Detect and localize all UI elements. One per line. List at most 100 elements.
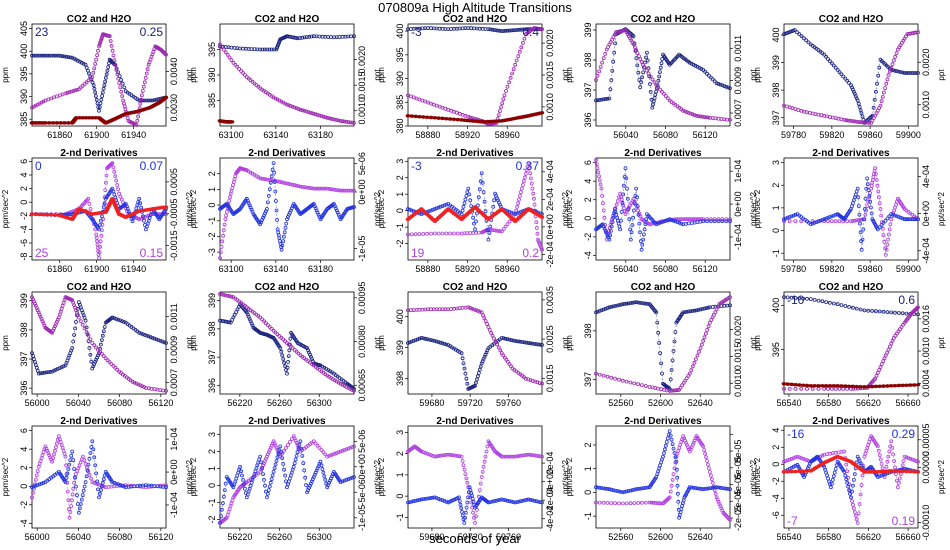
data-point: [330, 452, 335, 457]
data-point: [857, 212, 862, 217]
data-point: [315, 186, 320, 191]
data-point: [92, 86, 97, 91]
data-point: [670, 442, 675, 447]
data-point: [326, 483, 331, 487]
data-point: [789, 456, 794, 461]
data-point: [916, 71, 920, 75]
y2-tick-label: 0.0009: [169, 336, 179, 364]
data-point: [660, 371, 664, 376]
data-point: [135, 203, 140, 208]
data-point: [902, 71, 907, 75]
data-point: [77, 510, 81, 515]
data-point: [916, 459, 920, 464]
data-point: [526, 452, 531, 457]
data-point: [844, 462, 849, 467]
data-point: [457, 499, 462, 503]
data-point: [311, 186, 316, 191]
data-point: [97, 44, 101, 49]
data-point: [275, 97, 280, 102]
y-tick-label: 398: [583, 52, 593, 67]
data-point: [494, 498, 499, 503]
data-point: [706, 324, 711, 329]
y-tick-label: -6: [19, 239, 29, 247]
data-point: [640, 75, 644, 80]
y-tick-label: -1: [395, 223, 405, 231]
x-tick-label: 56620: [856, 398, 881, 408]
data-point: [93, 90, 98, 95]
data-point: [97, 108, 101, 113]
data-point: [352, 386, 356, 391]
data-point: [603, 97, 608, 101]
data-point: [631, 215, 635, 220]
data-point: [649, 500, 654, 505]
data-point: [72, 480, 76, 485]
data-point: [259, 460, 264, 465]
data-point: [626, 301, 631, 306]
data-point: [859, 111, 864, 116]
data-point: [701, 219, 706, 224]
data-point: [261, 472, 266, 477]
y2-tick-label: -5e-06: [357, 479, 367, 505]
data-point: [720, 83, 725, 88]
data-point: [873, 376, 877, 381]
x-tick-label: 61900: [84, 264, 109, 274]
y-tick-label: 398: [19, 322, 29, 337]
x-tick-label: 63140: [263, 264, 288, 274]
data-point: [113, 365, 118, 370]
data-point: [474, 507, 479, 512]
data-point: [523, 172, 528, 176]
data-point: [684, 440, 688, 445]
data-point: [517, 210, 521, 215]
data-point: [594, 78, 598, 82]
data-point: [462, 201, 467, 206]
data-point: [517, 339, 521, 344]
data-point: [247, 317, 252, 321]
y-tick-label: -4: [19, 519, 29, 527]
data-point: [664, 443, 668, 448]
data-point: [90, 439, 95, 444]
data-point: [518, 193, 522, 198]
y-tick-label: -6: [771, 511, 781, 519]
data-point: [101, 354, 106, 359]
data-point: [851, 483, 855, 488]
data-point: [220, 239, 225, 244]
data-point: [98, 39, 103, 44]
data-point: [784, 216, 788, 221]
data-point: [619, 302, 623, 307]
data-point: [850, 499, 854, 503]
data-point: [263, 459, 267, 463]
data-point: [164, 483, 168, 488]
data-point: [785, 215, 790, 220]
data-point: [103, 79, 107, 84]
data-point: [302, 35, 307, 40]
data-point: [797, 455, 802, 460]
data-point: [709, 219, 713, 224]
data-point: [787, 386, 792, 391]
data-point: [830, 61, 834, 66]
data-point: [631, 34, 636, 39]
data-point: [857, 105, 862, 109]
data-point: [440, 453, 445, 458]
data-point: [39, 317, 44, 321]
data-point: [605, 486, 610, 491]
data-point: [874, 89, 878, 94]
data-point: [291, 464, 296, 469]
data-point: [534, 499, 539, 504]
data-point: [893, 54, 898, 59]
data-point: [515, 204, 519, 209]
data-point: [228, 195, 232, 200]
data-point: [865, 176, 869, 181]
y2-tick-label: -1e-05: [357, 236, 367, 262]
panel-title: 2-nd Derivatives: [60, 148, 138, 159]
data-point: [35, 53, 40, 58]
data-point: [530, 453, 535, 458]
data-point: [281, 239, 286, 244]
y-tick-label: 3: [395, 159, 405, 164]
data-point: [68, 55, 73, 60]
y-tick-label: 399: [207, 293, 217, 308]
data-point: [877, 309, 882, 314]
data-point: [30, 53, 34, 58]
data-point: [451, 453, 456, 458]
data-point: [695, 353, 700, 358]
